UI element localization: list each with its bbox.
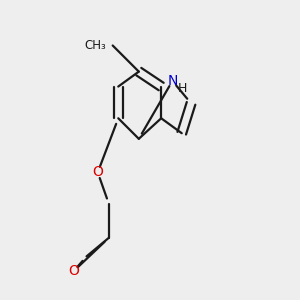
Text: N: N — [167, 74, 178, 88]
Text: CH₃: CH₃ — [84, 39, 106, 52]
Text: O: O — [68, 264, 79, 278]
Text: H: H — [178, 82, 188, 95]
Text: O: O — [92, 165, 103, 179]
